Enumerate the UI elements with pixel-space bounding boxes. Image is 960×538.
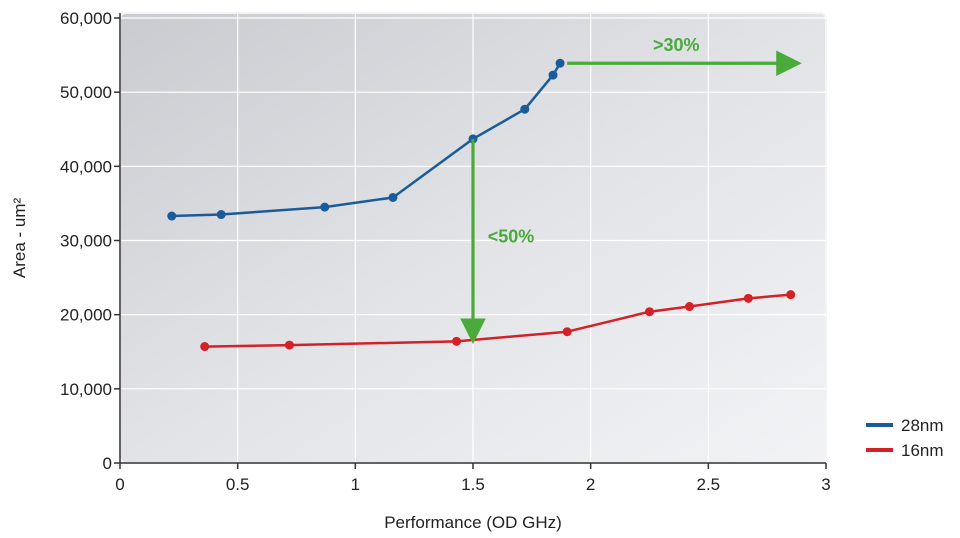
data-point-28nm (320, 202, 330, 212)
y-tick-label: 20,000 (60, 306, 112, 325)
y-tick-label: 40,000 (60, 157, 112, 176)
legend-label-16nm: 16nm (901, 441, 944, 460)
x-tick-label: 1.5 (461, 475, 485, 494)
series-line-28nm (171, 62, 562, 218)
y-tick-label: 0 (103, 454, 112, 473)
data-point-28nm (520, 104, 530, 114)
x-tick-label: 3 (821, 475, 830, 494)
y-tick-label: 50,000 (60, 83, 112, 102)
data-point-16nm (284, 340, 294, 350)
data-point-16nm (562, 327, 572, 337)
series-16nm (200, 290, 796, 352)
data-point-28nm (388, 192, 398, 202)
x-tick-label: 0 (115, 475, 124, 494)
data-point-28nm (167, 211, 177, 221)
legend-label-28nm: 28nm (901, 416, 944, 435)
y-tick-label: 60,000 (60, 9, 112, 28)
data-point-16nm (743, 293, 753, 303)
data-point-28nm (555, 58, 565, 68)
annotation-label: <50% (488, 226, 535, 246)
x-axis-title: Performance (OD GHz) (384, 513, 562, 532)
x-tick-label: 0.5 (226, 475, 250, 494)
x-tick-label: 1 (351, 475, 360, 494)
y-axis-ticks: 0 10,000 20,000 30,000 40,000 50,000 60,000 (60, 9, 121, 473)
data-point-28nm (216, 210, 226, 220)
series-line-16nm (204, 293, 791, 348)
y-tick-label: 10,000 (60, 380, 112, 399)
data-point-16nm (452, 336, 462, 346)
data-point-28nm (548, 70, 558, 80)
annotations-layer: >30% <50% (460, 35, 802, 345)
x-tick-label: 2 (586, 475, 595, 494)
data-point-16nm (645, 307, 654, 317)
x-tick-label: 2.5 (697, 475, 721, 494)
data-point-16nm (786, 290, 796, 300)
legend: 28nm 16nm (866, 416, 944, 460)
y-tick-label: 30,000 (60, 232, 112, 251)
y-axis-title: Area - um² (10, 198, 29, 279)
data-point-16nm (685, 302, 695, 312)
data-point-16nm (200, 342, 210, 352)
x-axis-ticks: 0 0.5 1 1.5 2 2.5 3 (115, 462, 831, 494)
annotation-label: >30% (653, 35, 700, 55)
